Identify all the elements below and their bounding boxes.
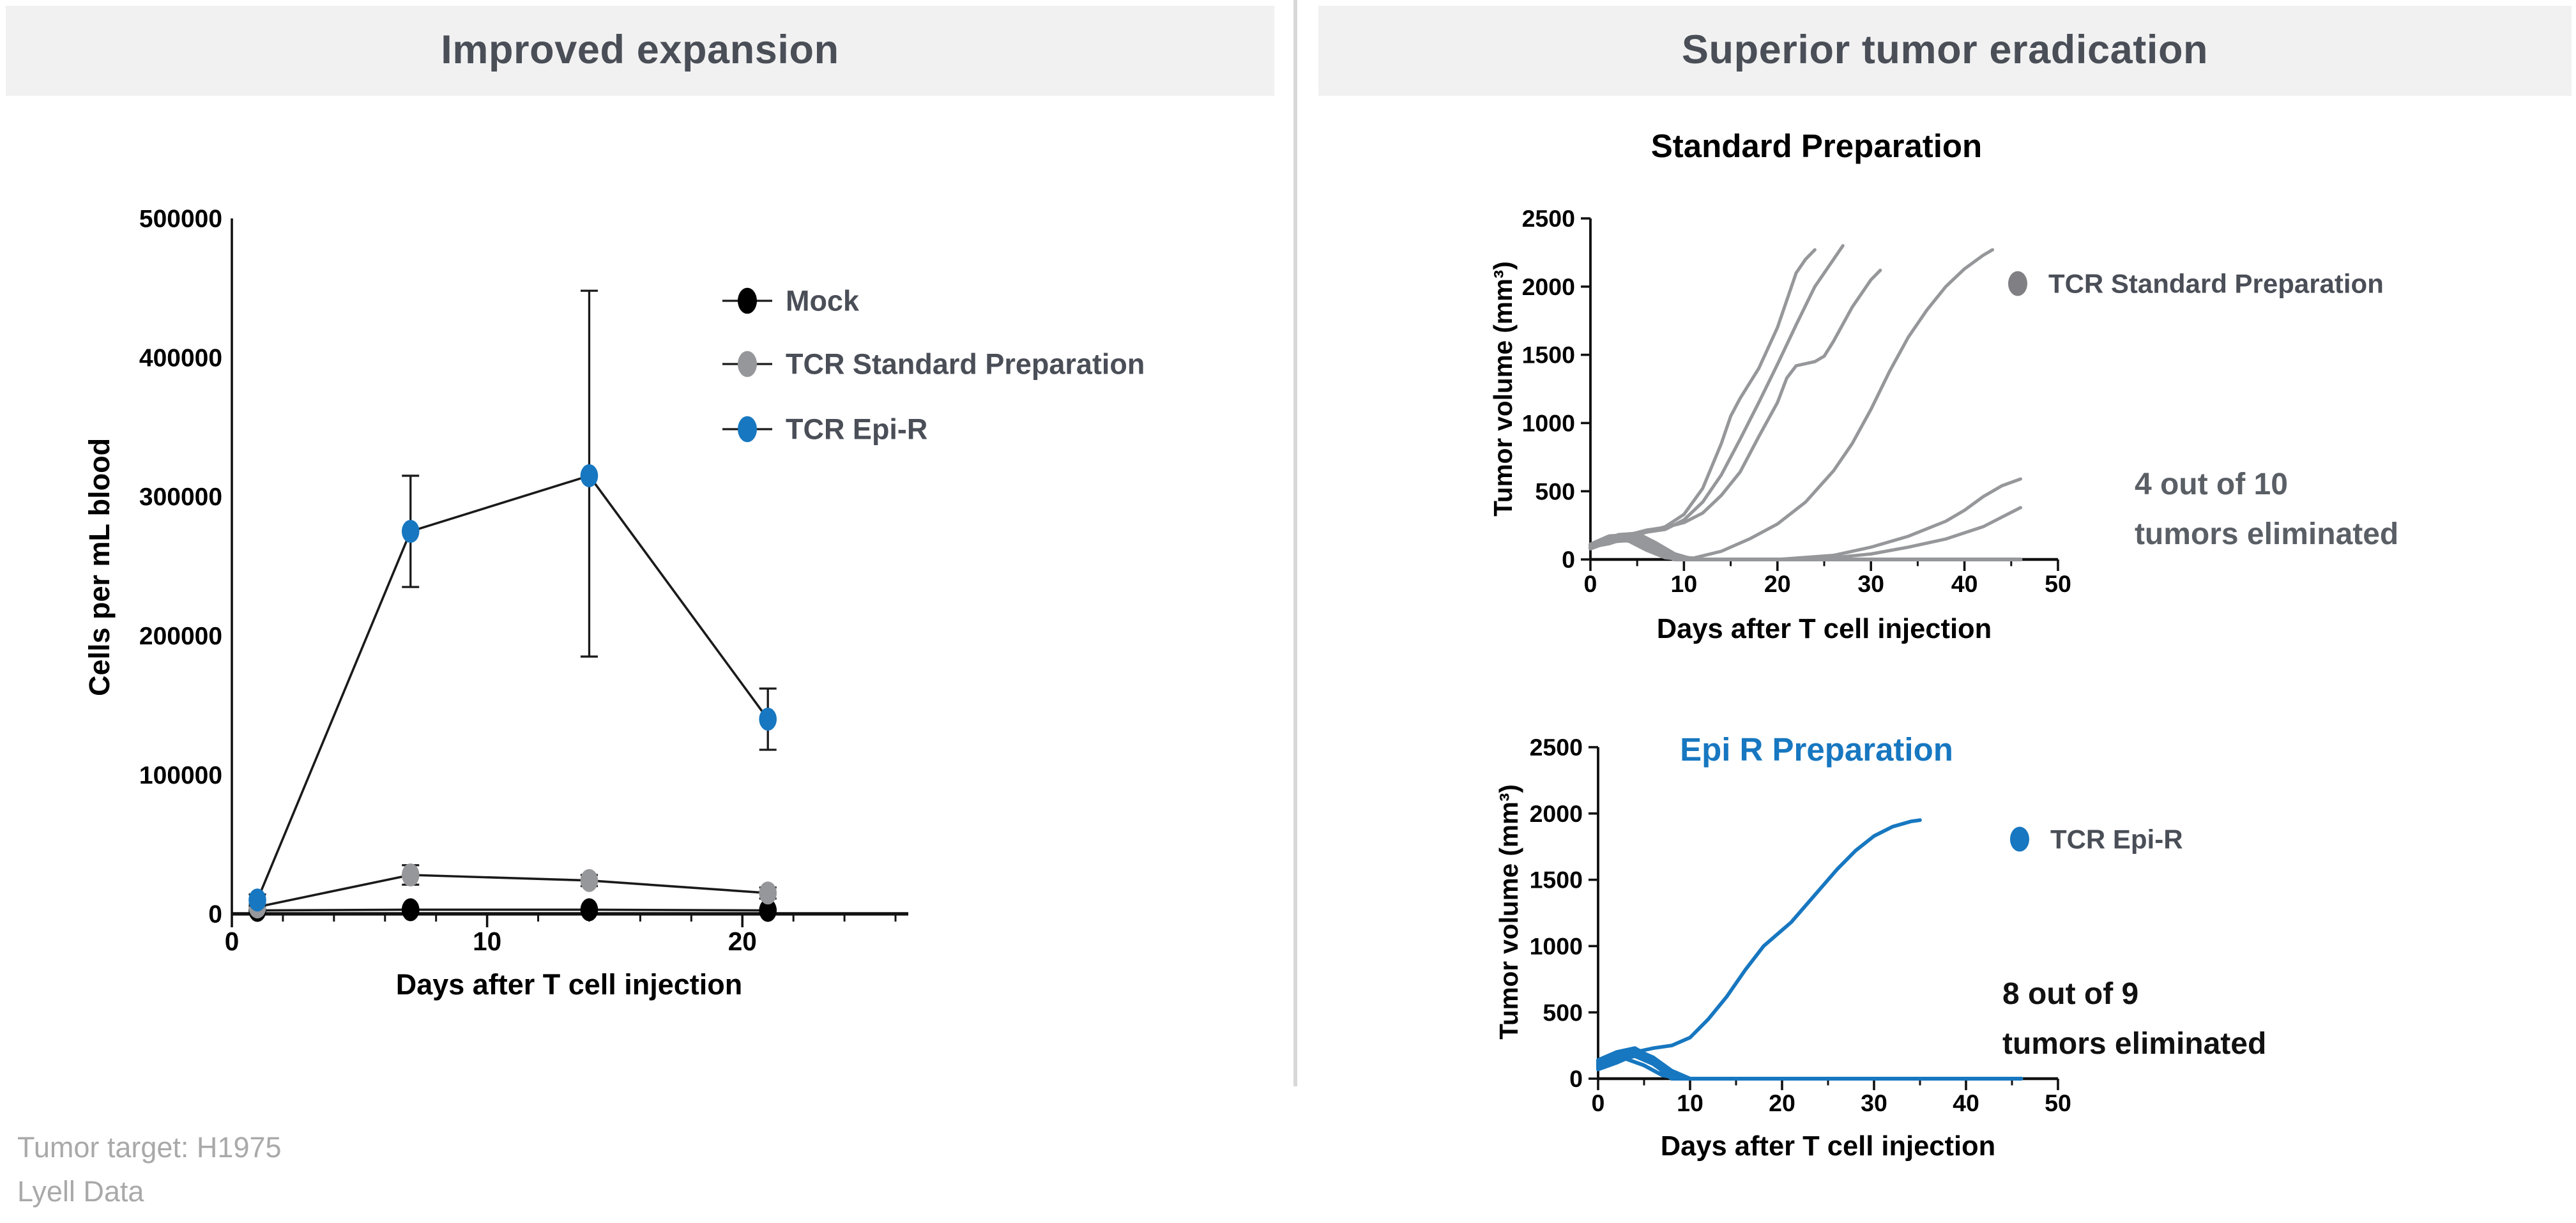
y-tick-label: 0 — [208, 901, 222, 929]
footnote-source: Lyell Data — [17, 1176, 144, 1209]
point-tcr-standard-preparation-day-14 — [580, 869, 598, 892]
legend-marker-tcr-epi-r — [737, 416, 757, 443]
y-tick-label: 100000 — [139, 762, 222, 789]
annotation-8-out-of-9: tumors eliminated — [2002, 1027, 2266, 1061]
series-tumor-3 — [1589, 268, 1882, 547]
y-tick-label: 300000 — [139, 483, 222, 511]
y-axis-label: Tumor volume (mm³) — [1488, 261, 1518, 517]
y-tick-label: 2000 — [1522, 273, 1575, 300]
x-tick-label: 50 — [2045, 570, 2071, 597]
x-tick-label: 30 — [1857, 570, 1884, 597]
chart-title-standard-preparation: Standard Preparation — [1651, 128, 1982, 164]
y-axis-label: Tumor volume (mm³) — [1494, 784, 1523, 1040]
point-tcr-epi-r-day-7 — [401, 520, 420, 543]
left-panel-title: Improved expansion — [441, 27, 839, 72]
y-tick-label: 500 — [1535, 478, 1575, 505]
series-epi-tumor-9 — [1596, 1056, 2014, 1081]
y-tick-label: 500 — [1543, 999, 1583, 1026]
x-tick-label: 0 — [1584, 570, 1597, 597]
legend-label-tcr-standard-preparation: TCR Standard Preparation — [786, 348, 1145, 381]
x-tick-label: 20 — [1764, 570, 1791, 597]
legend-marker-tcr-standard-preparation — [2008, 271, 2027, 296]
annotation-4-out-of-10: tumors eliminated — [2135, 517, 2398, 551]
right-panel-title: Superior tumor eradication — [1681, 27, 2209, 72]
y-tick-label: 2000 — [1530, 800, 1583, 827]
series-tcr-epi-r — [256, 475, 770, 901]
series-mock — [256, 908, 770, 912]
legend-marker-mock — [737, 287, 757, 314]
point-tcr-epi-r-day-1 — [248, 888, 266, 912]
chart-expansion: 0 100000 200000 300000 400000 500000 0 10 20 Days… — [83, 206, 1145, 1001]
y-tick-label: 2500 — [1530, 734, 1583, 761]
legend-marker-tcr-standard-preparation — [737, 351, 757, 377]
x-tick-label: 30 — [1861, 1090, 1887, 1116]
y-tick-label: 500000 — [139, 206, 222, 233]
point-tcr-standard-preparation-day-21 — [759, 881, 777, 905]
point-tcr-epi-r-day-14 — [580, 464, 598, 487]
series-tumor-4 — [1589, 248, 1995, 560]
left-panel-banner: Improved expansion — [6, 6, 1274, 96]
legend-marker-tcr-epi-r — [2009, 826, 2029, 852]
x-tick-label: 20 — [728, 927, 757, 956]
right-panel-banner: Superior tumor eradication — [1318, 6, 2572, 96]
chart-standard: 0 500 1000 1500 2000 2500 0 10 20 30 40 50 Days afte… — [1488, 128, 2398, 644]
y-tick-label: 0 — [1562, 546, 1575, 573]
x-tick-label: 10 — [1677, 1090, 1703, 1116]
y-tick-label: 1000 — [1530, 933, 1583, 960]
y-tick-label: 1500 — [1530, 867, 1583, 893]
x-axis-label: Days after T cell injection — [396, 968, 742, 1001]
y-axis-label: Cells per mL blood — [83, 438, 116, 696]
annotation-8-out-of-9: 8 out of 9 — [2002, 977, 2138, 1011]
y-tick-label: 1500 — [1522, 342, 1575, 368]
point-mock-day-21 — [759, 899, 777, 922]
point-tcr-epi-r-day-21 — [759, 708, 777, 731]
x-tick-label: 50 — [2045, 1090, 2071, 1116]
point-mock-day-7 — [401, 898, 420, 922]
x-tick-label: 40 — [1953, 1090, 1979, 1116]
series-tumor-10 — [1588, 538, 2004, 561]
y-tick-label: 1000 — [1522, 410, 1575, 437]
annotation-4-out-of-10: 4 out of 10 — [2135, 467, 2288, 501]
legend-label-tcr-epi-r: TCR Epi-R — [786, 413, 927, 446]
y-tick-label: 0 — [1569, 1065, 1583, 1092]
y-tick-label: 200000 — [139, 623, 222, 650]
footnote-tumor-target: Tumor target: H1975 — [17, 1132, 282, 1165]
x-tick-label: 20 — [1769, 1090, 1795, 1116]
chart-title-epi-r-preparation: Epi R Preparation — [1680, 731, 1953, 768]
footnote: Tumor target: H1975 Lyell Data — [17, 1127, 282, 1215]
legend-label-tcr-epi-r: TCR Epi-R — [2050, 824, 2183, 855]
y-tick-label: 2500 — [1522, 205, 1575, 232]
x-tick-label: 10 — [1671, 570, 1698, 597]
y-tick-label: 400000 — [139, 344, 222, 372]
chart-epir: 0 500 1000 1500 2000 2500 0 10 20 30 40 50 Days afte… — [1494, 731, 2266, 1162]
x-axis-label: Days after T cell injection — [1657, 614, 1992, 644]
point-mock-day-14 — [580, 898, 598, 922]
x-tick-label: 0 — [1592, 1090, 1605, 1116]
series-epi-tumor-1 — [1596, 818, 1922, 1068]
x-tick-label: 0 — [225, 927, 240, 956]
series-tcr-standard-preparation — [256, 874, 770, 908]
x-axis-label: Days after T cell injection — [1661, 1131, 1995, 1162]
x-tick-label: 10 — [473, 927, 501, 956]
x-tick-label: 40 — [1951, 570, 1978, 597]
legend-label-mock: Mock — [786, 285, 860, 317]
legend-label-tcr-standard-preparation: TCR Standard Preparation — [2048, 269, 2384, 299]
panel-divider — [1293, 0, 1297, 1086]
point-tcr-standard-preparation-day-7 — [401, 863, 420, 886]
